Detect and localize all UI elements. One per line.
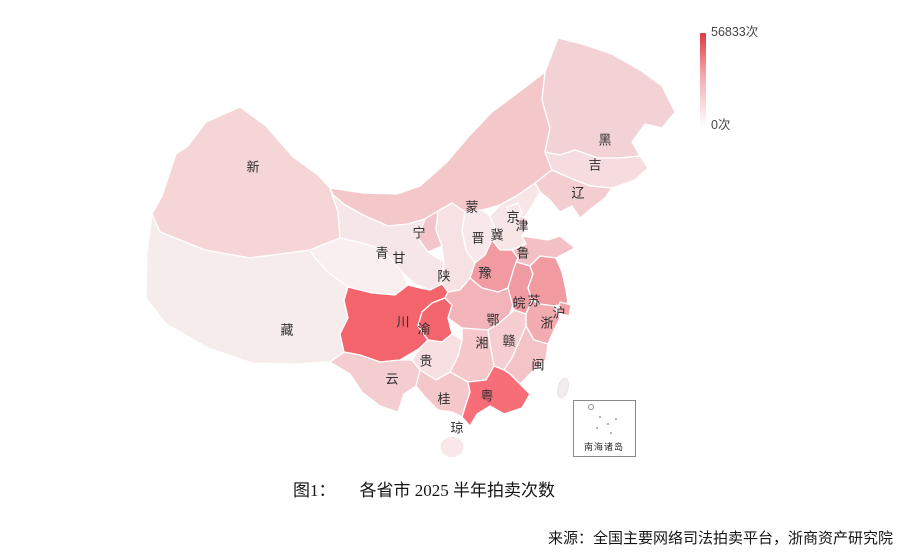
province-beijing <box>506 202 523 220</box>
province-label-henan: 豫 <box>478 265 492 281</box>
province-label-xizang: 藏 <box>280 322 294 338</box>
figure-caption: 图1： 各省市 2025 半年拍卖次数 <box>293 476 555 501</box>
province-label-fujian: 闽 <box>531 357 545 373</box>
legend-gradient-bar <box>700 33 706 125</box>
province-guangdong <box>461 365 531 427</box>
province-label-ningxia: 宁 <box>412 225 426 241</box>
province-shanghai <box>557 301 572 317</box>
province-label-jiangsu: 苏 <box>527 293 541 309</box>
province-tianjin <box>516 215 529 232</box>
province-label-xinjiang: 新 <box>246 159 260 175</box>
inset-label: 南海诸岛 <box>583 442 624 452</box>
province-label-neimenggu: 蒙 <box>465 199 479 215</box>
province-label-gansu: 甘 <box>392 250 406 266</box>
province-label-heilongjiang: 黑 <box>598 132 612 148</box>
province-label-hebei: 冀 <box>490 227 504 243</box>
province-label-guangdong: 粤 <box>480 388 494 404</box>
province-label-shanxi: 晋 <box>471 230 485 246</box>
figure-title: 各省市 2025 半年拍卖次数 <box>359 481 556 500</box>
inset-dash-lines <box>576 403 631 443</box>
source-note: 来源：全国主要网络司法拍卖平台，浙商资产研究院 <box>547 531 893 547</box>
province-label-shandong: 鲁 <box>516 245 530 261</box>
province-taiwan <box>557 377 569 399</box>
province-label-zhejiang: 浙 <box>540 315 554 331</box>
province-label-hainan: 琼 <box>450 420 464 436</box>
province-label-liaoning: 辽 <box>571 185 585 201</box>
province-label-hunan: 湘 <box>475 335 489 351</box>
province-label-qinghai: 青 <box>375 245 389 261</box>
legend-max-label: 56833次 <box>711 25 759 39</box>
inset-border <box>573 400 636 457</box>
inset-island-dots <box>596 416 617 434</box>
province-label-chongqing: 渝 <box>417 321 431 337</box>
legend-min-label: 0次 <box>711 118 731 132</box>
province-label-guangxi: 桂 <box>437 391 451 407</box>
province-hainan <box>439 435 465 459</box>
province-label-tianjin: 津 <box>515 218 529 234</box>
province-shapes <box>145 37 676 459</box>
south-china-sea-inset <box>573 400 636 457</box>
province-label-jiangxi: 赣 <box>502 333 516 349</box>
province-label-anhui: 皖 <box>512 295 526 311</box>
province-xinjiang <box>151 106 341 259</box>
province-label-shanghai: 沪 <box>552 305 566 321</box>
province-label-sichuan: 川 <box>396 314 410 330</box>
figure-number: 图1： <box>293 481 336 500</box>
province-label-yunnan: 云 <box>385 371 399 387</box>
province-label-shaanxi: 陕 <box>437 268 451 284</box>
province-label-guizhou: 贵 <box>419 353 433 369</box>
province-label-beijing: 京 <box>506 209 520 225</box>
province-label-jilin: 吉 <box>588 157 602 173</box>
province-yunnan <box>329 351 421 413</box>
province-label-hubei: 鄂 <box>486 312 500 328</box>
